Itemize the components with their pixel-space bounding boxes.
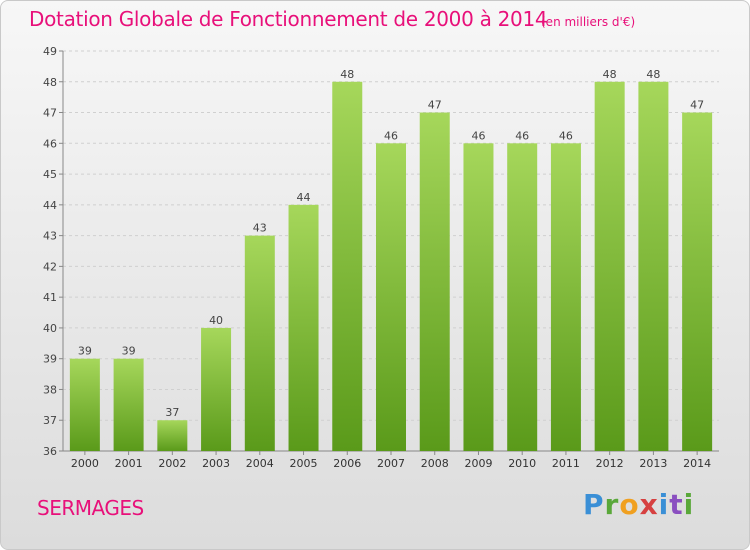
x-tick-labels: 2000 2001 2002 2003 2004 2005 2006 2007 2008 2009… [71, 457, 711, 470]
bar [244, 235, 275, 451]
data-label: 44 [297, 191, 311, 204]
x-tick-label: 2002 [158, 457, 186, 470]
x-tick-label: 2004 [246, 457, 274, 470]
x-tick-label: 2009 [464, 457, 492, 470]
bar [550, 143, 581, 452]
logo-letter: i [683, 488, 695, 521]
data-label: 46 [384, 129, 398, 142]
x-tick-label: 2012 [596, 457, 624, 470]
x-tick-label: 2007 [377, 457, 405, 470]
bar [288, 204, 319, 451]
y-tick-label: 37 [43, 414, 57, 427]
bars [69, 81, 713, 452]
logo-letter: o [619, 488, 640, 521]
bar [157, 420, 188, 451]
data-label: 46 [559, 129, 573, 142]
x-tick-label: 2010 [508, 457, 536, 470]
logo-letter: P [583, 488, 605, 521]
x-tick-label: 2011 [552, 457, 580, 470]
bar [376, 143, 406, 452]
logo-letter: x [639, 488, 659, 521]
data-label: 47 [428, 99, 442, 112]
bar [507, 143, 538, 452]
y-tick-label: 49 [43, 45, 57, 58]
bar [113, 358, 144, 451]
data-label: 48 [603, 68, 617, 81]
chart-title: Dotation Globale de Fonctionnement de 20… [29, 7, 548, 31]
y-tick-label: 44 [43, 199, 57, 212]
data-labels: 39 39 37 40 43 44 48 46 47 46 46 46 48 48 47 [78, 68, 704, 419]
y-tick-label: 43 [43, 230, 57, 243]
data-label: 37 [165, 406, 179, 419]
bar [594, 81, 625, 452]
bar [463, 143, 494, 452]
bar [332, 81, 363, 452]
y-tick-label: 36 [43, 445, 57, 458]
data-label: 39 [122, 345, 136, 358]
data-label: 40 [209, 314, 223, 327]
logo-letter: i [658, 488, 670, 521]
x-tick-label: 2006 [333, 457, 361, 470]
commune-name: SERMAGES [37, 496, 144, 520]
bar [69, 358, 100, 451]
x-tick-label: 2000 [71, 457, 99, 470]
y-tick-label: 47 [43, 107, 57, 120]
bar [419, 112, 450, 452]
chart-subtitle: (en milliers d'€) [541, 15, 636, 29]
data-label: 46 [515, 129, 529, 142]
y-tick-label: 39 [43, 353, 57, 366]
proxiti-logo: Proxiti [583, 488, 694, 521]
y-tick-label: 46 [43, 137, 57, 150]
x-tick-label: 2013 [639, 457, 667, 470]
data-label: 46 [471, 129, 485, 142]
data-label: 48 [340, 68, 354, 81]
logo-letter: t [669, 488, 684, 521]
y-tick-label: 38 [43, 383, 57, 396]
data-label: 39 [78, 345, 92, 358]
x-tick-label: 2003 [202, 457, 230, 470]
x-tick-label: 2014 [683, 457, 711, 470]
bar [638, 81, 669, 452]
data-label: 47 [690, 99, 704, 112]
y-tick-labels: 36 37 38 39 40 41 42 43 44 45 46 47 48 49 [43, 45, 57, 458]
data-label: 43 [253, 222, 267, 235]
x-tick-label: 2001 [115, 457, 143, 470]
y-tick-label: 40 [43, 322, 57, 335]
y-tick-label: 45 [43, 168, 57, 181]
logo-letter: r [604, 488, 620, 521]
x-tick-label: 2008 [421, 457, 449, 470]
x-tick-label: 2005 [290, 457, 318, 470]
data-label: 48 [646, 68, 660, 81]
y-tick-label: 42 [43, 260, 57, 273]
y-tick-label: 48 [43, 76, 57, 89]
y-tick-label: 41 [43, 291, 57, 304]
bar [682, 112, 713, 452]
bar [201, 327, 232, 451]
